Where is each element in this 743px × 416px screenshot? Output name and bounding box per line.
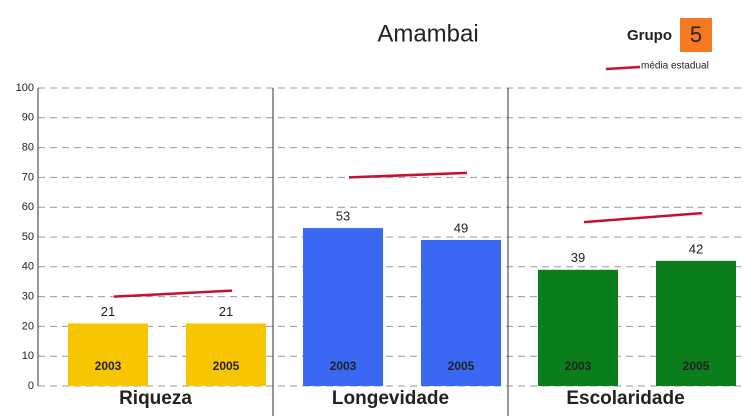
average-line <box>348 171 468 179</box>
chart-title: Amambai <box>377 20 478 47</box>
y-tick-label: 70 <box>22 171 34 183</box>
group-number: 5 <box>690 22 702 47</box>
bar <box>68 323 148 386</box>
category-label: Riqueza <box>119 388 192 409</box>
bar <box>538 269 618 386</box>
group-label: Grupo <box>627 27 672 44</box>
value-label: 42 <box>689 241 703 256</box>
value-label: 53 <box>336 208 350 223</box>
bar <box>421 239 501 386</box>
y-tick-label: 20 <box>22 320 34 332</box>
y-tick-label: 50 <box>22 231 34 243</box>
value-label: 21 <box>219 304 233 319</box>
year-label: 2003 <box>565 359 592 373</box>
legend-label: média estadual <box>641 61 709 72</box>
year-label: 2005 <box>448 359 475 373</box>
y-tick-label: 80 <box>22 142 34 154</box>
category-label: Escolaridade <box>566 388 684 409</box>
category-label: Longevidade <box>332 388 449 409</box>
year-label: 2003 <box>330 359 357 373</box>
value-label: 39 <box>571 250 585 265</box>
y-tick-label: 100 <box>16 82 34 94</box>
y-tick-label: 40 <box>22 261 34 273</box>
value-label: 49 <box>454 220 468 235</box>
y-tick-label: 90 <box>22 112 34 124</box>
year-label: 2005 <box>213 359 240 373</box>
y-tick-label: 0 <box>28 380 34 392</box>
bar <box>303 228 383 386</box>
average-line <box>583 211 703 224</box>
bar <box>186 323 266 386</box>
year-label: 2003 <box>95 359 122 373</box>
bar <box>656 260 736 386</box>
y-tick-label: 30 <box>22 291 34 303</box>
y-tick-label: 60 <box>22 201 34 213</box>
y-tick-label: 10 <box>22 350 34 362</box>
year-label: 2005 <box>683 359 710 373</box>
group-box <box>680 18 712 52</box>
legend-line <box>605 65 641 71</box>
average-line <box>113 289 233 298</box>
value-label: 21 <box>101 304 115 319</box>
